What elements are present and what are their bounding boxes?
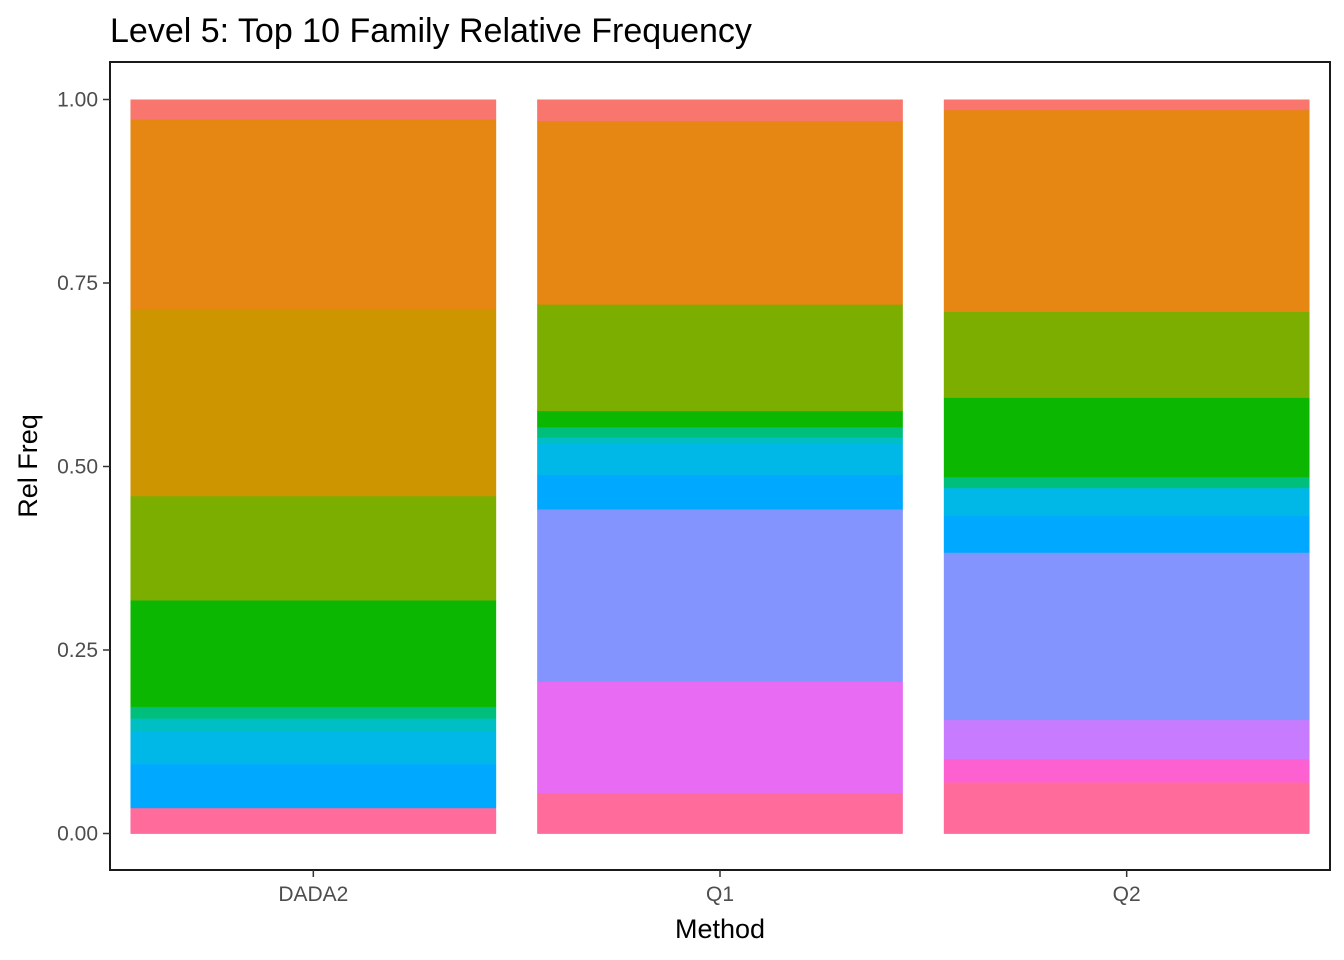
bar-segment-dada2-12 [130, 119, 497, 310]
bar-segment-q1-10 [537, 304, 903, 412]
bar-segment-q2-6 [943, 487, 1310, 517]
chart-title: Level 5: Top 10 Family Relative Frequenc… [110, 12, 752, 50]
y-tick-label: 1.00 [57, 89, 98, 112]
x-axis: DADA2 Q1 Q2 [278, 870, 1141, 906]
bar-segment-q1-4 [537, 509, 903, 682]
bar-segment-q1-6 [537, 443, 903, 475]
y-tick-label: 0.75 [57, 272, 98, 295]
bar-segment-q2-0 [943, 782, 1310, 834]
bar-segment-q2-1 [943, 758, 1310, 783]
bar-segment-q2-8 [943, 476, 1310, 489]
bar-segment-q2-4 [943, 552, 1310, 721]
bar-segment-q2-10 [943, 311, 1310, 398]
x-tick-label-q2: Q2 [1113, 883, 1141, 906]
y-axis: 0.00 0.25 0.50 0.75 1.00 [57, 89, 110, 846]
bar-segment-q1-7 [537, 437, 903, 444]
bar-segment-dada2-8 [130, 706, 497, 719]
y-tick-label: 0.25 [57, 639, 98, 662]
bar-segment-q1-2 [537, 681, 903, 794]
bar-segment-q2-9 [943, 397, 1310, 478]
bar-segment-dada2-7 [130, 718, 497, 732]
y-tick-label: 0.50 [57, 456, 98, 479]
bars-layer [130, 99, 1310, 834]
bar-segment-q1-0 [537, 793, 903, 834]
bar-segment-q1-9 [537, 410, 903, 428]
bar-segment-q1-8 [537, 426, 903, 438]
bar-segment-q1-5 [537, 474, 903, 510]
y-axis-title: Rel Freq [13, 414, 43, 518]
x-axis-title: Method [675, 914, 765, 944]
bar-segment-dada2-9 [130, 600, 497, 707]
bar-segment-dada2-10 [130, 495, 497, 601]
x-tick-label-dada2: DADA2 [278, 883, 348, 906]
y-tick-label: 0.00 [57, 823, 98, 846]
bar-segment-q1-13 [537, 99, 903, 122]
bar-segment-dada2-11 [130, 308, 497, 497]
bar-segment-q2-5 [943, 515, 1310, 553]
bar-segment-q2-12 [943, 109, 1310, 313]
bar-segment-dada2-5 [130, 763, 497, 809]
bar-segment-dada2-0 [130, 807, 497, 834]
x-tick-label-q1: Q1 [706, 883, 734, 906]
bar-segment-dada2-13 [130, 99, 497, 120]
bar-segment-q2-3 [943, 719, 1310, 760]
bar-segment-dada2-6 [130, 730, 497, 765]
bar-segment-q1-12 [537, 120, 903, 305]
bar-segment-q2-13 [943, 99, 1310, 111]
